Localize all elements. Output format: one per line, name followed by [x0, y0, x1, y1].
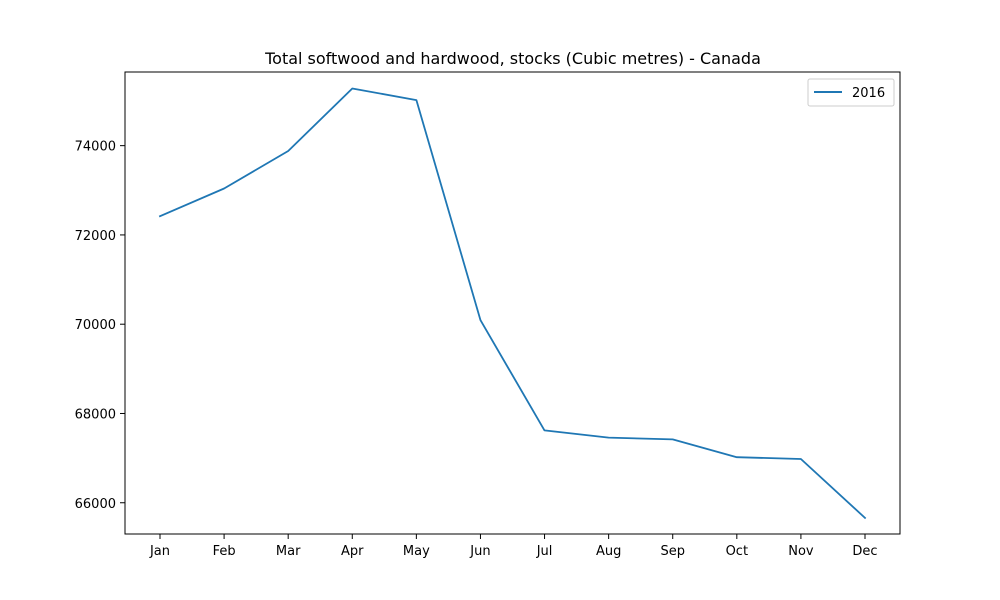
- chart-title: Total softwood and hardwood, stocks (Cub…: [264, 49, 761, 68]
- x-tick-label: Dec: [852, 544, 877, 559]
- x-tick-label: Jul: [536, 544, 553, 559]
- legend: 2016: [807, 78, 895, 107]
- x-tick-label: May: [403, 544, 430, 559]
- y-tick-label: 72000: [75, 229, 116, 244]
- y-tick-label: 74000: [75, 140, 116, 155]
- axes-frame: [124, 71, 901, 535]
- x-tick-label: Nov: [788, 544, 814, 559]
- x-tick-label: Jan: [149, 544, 170, 559]
- plot-area: Jan Feb Mar Apr May Jun Jul Aug Sep Oct Nov Dec 6600…: [75, 71, 901, 559]
- x-tick-label: Apr: [341, 544, 364, 559]
- y-tick-label: 66000: [75, 497, 116, 512]
- y-tick-label: 70000: [75, 318, 116, 333]
- x-tick-label: Aug: [596, 544, 621, 559]
- series-line-2016: [158, 87, 867, 520]
- x-tick-label: Mar: [276, 544, 301, 559]
- legend-label: 2016: [852, 86, 885, 101]
- y-tick-label: 68000: [75, 407, 116, 422]
- x-tick-label: Jun: [469, 544, 490, 559]
- x-tick-label: Oct: [726, 544, 748, 559]
- legend-box: [807, 78, 895, 107]
- x-tick-label: Feb: [213, 544, 236, 559]
- x-tick-label: Sep: [660, 544, 685, 559]
